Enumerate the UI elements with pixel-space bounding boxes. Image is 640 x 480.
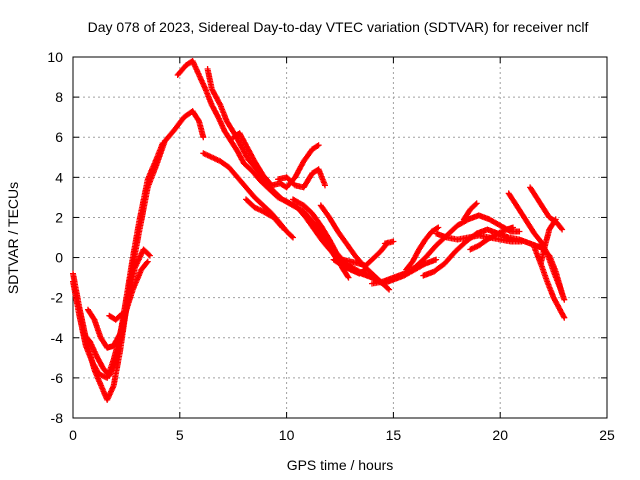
series-track-21 xyxy=(460,200,480,223)
data-points xyxy=(330,256,369,277)
y-axis-label: SDTVAR / TECUs xyxy=(5,182,21,294)
data-points xyxy=(460,200,480,223)
x-tick-label: 5 xyxy=(176,427,184,443)
axis-ticks: 0 5 10 15 20 25 -8 -6 -4 -2 0 2 4 6 8 10 xyxy=(47,49,615,443)
series-track-14 xyxy=(313,222,390,269)
x-tick-label: 25 xyxy=(599,427,615,443)
x-axis-label: GPS time / hours xyxy=(287,457,394,473)
y-tick-label: 2 xyxy=(55,209,63,225)
data-points xyxy=(85,258,151,351)
series-track-15 xyxy=(330,256,369,277)
series-track-18 xyxy=(381,238,397,247)
y-tick-label: -2 xyxy=(51,290,64,306)
series-track-24 xyxy=(527,184,566,233)
x-tick-label: 20 xyxy=(492,427,508,443)
y-tick-label: 8 xyxy=(55,89,63,105)
x-tick-label: 0 xyxy=(69,427,77,443)
data-points xyxy=(106,310,126,323)
data-points xyxy=(275,166,328,191)
data-points xyxy=(381,238,397,247)
series-track-26 xyxy=(537,216,559,267)
series-track-5 xyxy=(106,310,126,323)
y-tick-label: 6 xyxy=(55,129,63,145)
x-tick-label: 10 xyxy=(279,427,295,443)
data-points xyxy=(467,224,516,253)
x-tick-label: 15 xyxy=(386,427,402,443)
series-track-16 xyxy=(369,212,523,287)
y-tick-label: 10 xyxy=(47,49,63,65)
plot-frame xyxy=(72,56,608,419)
data-points xyxy=(243,196,286,231)
series-track-22 xyxy=(467,224,516,253)
chart-title: Day 078 of 2023, Sidereal Day-to-day VTE… xyxy=(88,19,589,35)
data-points xyxy=(537,216,559,267)
series-track-4 xyxy=(85,258,151,351)
series-track-17 xyxy=(403,224,442,273)
data-points xyxy=(313,222,390,269)
y-tick-label: -8 xyxy=(51,410,64,426)
data-series xyxy=(70,58,568,403)
data-points xyxy=(403,224,442,273)
y-tick-label: 4 xyxy=(55,169,63,185)
y-tick-label: -6 xyxy=(51,370,64,386)
grid-lines xyxy=(73,57,607,418)
y-tick-label: -4 xyxy=(51,330,64,346)
y-tick-label: 0 xyxy=(55,250,63,266)
data-points xyxy=(369,212,523,287)
series-track-11 xyxy=(275,166,328,191)
data-points xyxy=(527,184,566,233)
series-track-10 xyxy=(243,196,286,231)
